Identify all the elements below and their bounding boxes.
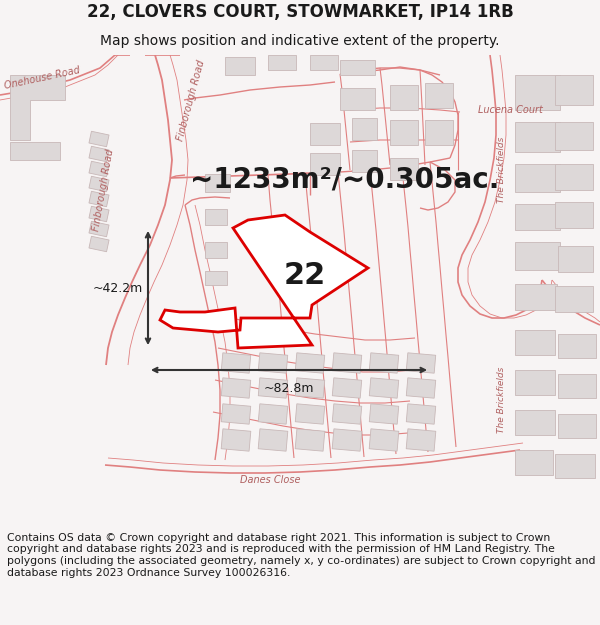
FancyBboxPatch shape: [406, 353, 436, 373]
FancyBboxPatch shape: [310, 123, 340, 145]
Text: 22, CLOVERS COURT, STOWMARKET, IP14 1RB: 22, CLOVERS COURT, STOWMARKET, IP14 1RB: [86, 3, 514, 21]
FancyBboxPatch shape: [258, 429, 288, 451]
Text: The Brickfields: The Brickfields: [497, 367, 506, 433]
FancyBboxPatch shape: [205, 174, 230, 192]
FancyBboxPatch shape: [332, 353, 362, 373]
FancyBboxPatch shape: [332, 429, 362, 451]
FancyBboxPatch shape: [515, 242, 560, 270]
FancyBboxPatch shape: [515, 284, 557, 310]
Text: ~82.8m: ~82.8m: [264, 382, 314, 395]
FancyBboxPatch shape: [89, 146, 109, 162]
Text: ~1233m²/~0.305ac.: ~1233m²/~0.305ac.: [190, 166, 499, 194]
Text: Contains OS data © Crown copyright and database right 2021. This information is : Contains OS data © Crown copyright and d…: [7, 533, 596, 578]
FancyBboxPatch shape: [515, 164, 560, 192]
FancyBboxPatch shape: [555, 122, 593, 150]
Text: Finborough Road: Finborough Road: [175, 59, 206, 141]
FancyBboxPatch shape: [10, 142, 60, 160]
FancyBboxPatch shape: [89, 221, 109, 237]
Text: Finborough Road: Finborough Road: [91, 148, 115, 232]
FancyBboxPatch shape: [221, 378, 251, 398]
FancyBboxPatch shape: [89, 176, 109, 192]
FancyBboxPatch shape: [515, 450, 553, 475]
Text: Map shows position and indicative extent of the property.: Map shows position and indicative extent…: [100, 34, 500, 48]
FancyBboxPatch shape: [369, 429, 399, 451]
FancyBboxPatch shape: [555, 75, 593, 105]
FancyBboxPatch shape: [268, 55, 296, 70]
FancyBboxPatch shape: [390, 85, 418, 110]
Text: ~42.2m: ~42.2m: [93, 281, 143, 294]
FancyBboxPatch shape: [515, 330, 555, 355]
FancyBboxPatch shape: [310, 153, 340, 175]
FancyBboxPatch shape: [390, 158, 418, 180]
FancyBboxPatch shape: [558, 246, 593, 272]
FancyBboxPatch shape: [515, 204, 560, 230]
FancyBboxPatch shape: [515, 75, 560, 110]
FancyBboxPatch shape: [515, 370, 555, 395]
FancyBboxPatch shape: [258, 404, 288, 424]
Polygon shape: [160, 215, 368, 348]
FancyBboxPatch shape: [332, 404, 362, 424]
FancyBboxPatch shape: [89, 191, 109, 207]
FancyBboxPatch shape: [425, 83, 453, 108]
FancyBboxPatch shape: [295, 378, 325, 398]
FancyBboxPatch shape: [205, 242, 227, 258]
Polygon shape: [10, 75, 65, 140]
FancyBboxPatch shape: [295, 429, 325, 451]
FancyBboxPatch shape: [340, 88, 375, 110]
FancyBboxPatch shape: [310, 55, 338, 70]
FancyBboxPatch shape: [89, 131, 109, 147]
FancyBboxPatch shape: [221, 404, 251, 424]
FancyBboxPatch shape: [369, 404, 399, 424]
FancyBboxPatch shape: [205, 209, 227, 225]
FancyBboxPatch shape: [558, 334, 596, 358]
FancyBboxPatch shape: [555, 164, 593, 190]
FancyBboxPatch shape: [515, 122, 560, 152]
FancyBboxPatch shape: [555, 286, 593, 312]
FancyBboxPatch shape: [555, 454, 595, 478]
Text: Danes Close: Danes Close: [240, 475, 300, 485]
FancyBboxPatch shape: [221, 353, 251, 373]
FancyBboxPatch shape: [558, 414, 596, 438]
FancyBboxPatch shape: [258, 353, 288, 373]
Text: Lucena Court: Lucena Court: [478, 105, 542, 115]
FancyBboxPatch shape: [205, 271, 227, 285]
FancyBboxPatch shape: [221, 429, 251, 451]
FancyBboxPatch shape: [515, 410, 555, 435]
FancyBboxPatch shape: [332, 378, 362, 398]
FancyBboxPatch shape: [390, 120, 418, 145]
FancyBboxPatch shape: [258, 378, 288, 398]
FancyBboxPatch shape: [406, 429, 436, 451]
FancyBboxPatch shape: [352, 150, 377, 172]
FancyBboxPatch shape: [425, 120, 453, 145]
FancyBboxPatch shape: [352, 118, 377, 140]
Text: 22: 22: [284, 261, 326, 289]
FancyBboxPatch shape: [225, 57, 255, 75]
FancyBboxPatch shape: [369, 378, 399, 398]
FancyBboxPatch shape: [89, 236, 109, 252]
FancyBboxPatch shape: [89, 161, 109, 177]
FancyBboxPatch shape: [406, 404, 436, 424]
FancyBboxPatch shape: [406, 378, 436, 398]
FancyBboxPatch shape: [89, 206, 109, 222]
FancyBboxPatch shape: [295, 353, 325, 373]
Text: Onehouse Road: Onehouse Road: [3, 65, 81, 91]
FancyBboxPatch shape: [555, 202, 593, 228]
FancyBboxPatch shape: [295, 404, 325, 424]
FancyBboxPatch shape: [340, 60, 375, 75]
FancyBboxPatch shape: [558, 374, 596, 398]
FancyBboxPatch shape: [369, 353, 399, 373]
Text: The Brickfields: The Brickfields: [497, 137, 506, 203]
